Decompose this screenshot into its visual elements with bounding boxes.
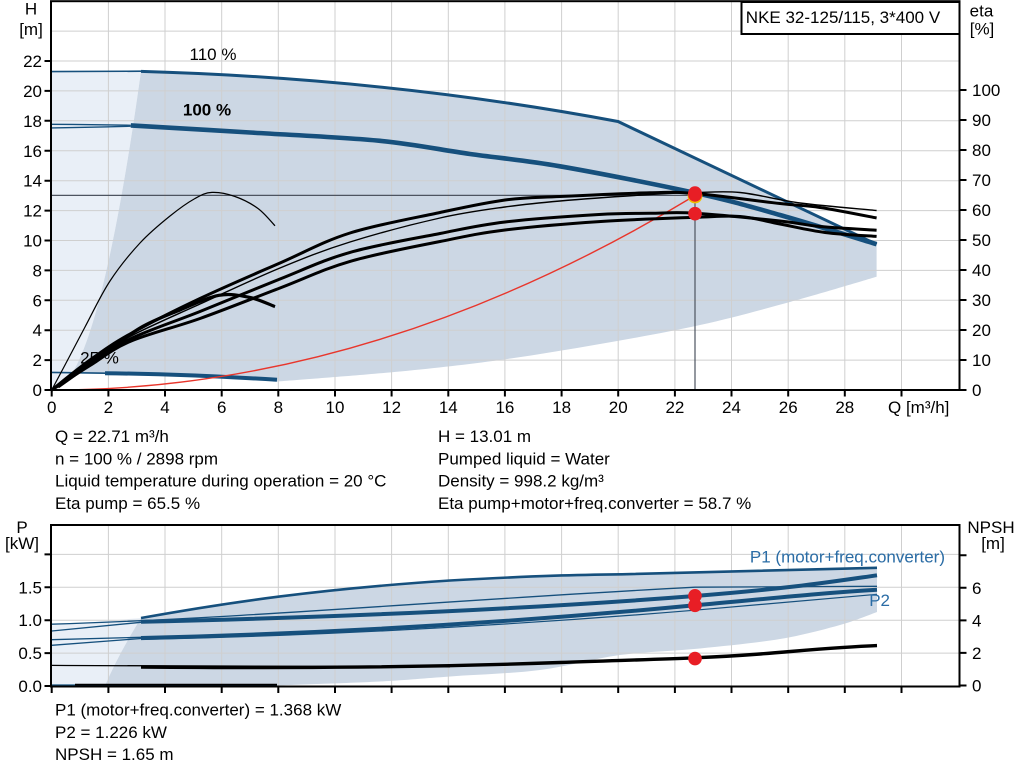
svg-text:4: 4 xyxy=(33,321,42,340)
svg-text:Density = 998.2 kg/m³: Density = 998.2 kg/m³ xyxy=(438,472,604,491)
svg-text:NPSH = 1.65 m: NPSH = 1.65 m xyxy=(55,745,174,764)
svg-text:30: 30 xyxy=(972,291,991,310)
svg-text:Q = 22.71 m³/h: Q = 22.71 m³/h xyxy=(55,427,169,446)
svg-text:Eta pump = 65.5 %: Eta pump = 65.5 % xyxy=(55,494,200,513)
svg-text:50: 50 xyxy=(972,231,991,250)
svg-text:0: 0 xyxy=(972,677,981,696)
svg-text:12: 12 xyxy=(23,202,42,221)
svg-text:18: 18 xyxy=(23,112,42,131)
svg-text:0: 0 xyxy=(33,381,42,400)
svg-text:2: 2 xyxy=(972,644,981,663)
svg-text:P2 = 1.226 kW: P2 = 1.226 kW xyxy=(55,723,167,742)
svg-text:n = 100 % / 2898 rpm: n = 100 % / 2898 rpm xyxy=(55,449,218,468)
svg-text:100: 100 xyxy=(972,81,1000,100)
svg-text:16: 16 xyxy=(23,142,42,161)
svg-text:12: 12 xyxy=(382,398,401,417)
svg-text:NKE 32-125/115, 3*400 V: NKE 32-125/115, 3*400 V xyxy=(746,8,941,27)
svg-text:1.5: 1.5 xyxy=(18,578,42,597)
svg-text:H = 13.01 m: H = 13.01 m xyxy=(438,427,531,446)
svg-text:28: 28 xyxy=(835,398,854,417)
svg-text:90: 90 xyxy=(972,111,991,130)
svg-text:20: 20 xyxy=(23,82,42,101)
svg-text:70: 70 xyxy=(972,171,991,190)
svg-text:0: 0 xyxy=(47,398,56,417)
svg-text:Eta pump+motor+freq.converter: Eta pump+motor+freq.converter = 58.7 % xyxy=(438,494,751,513)
svg-text:[m]: [m] xyxy=(981,534,1005,553)
svg-text:[m]: [m] xyxy=(19,20,43,39)
svg-text:2: 2 xyxy=(104,398,113,417)
svg-text:H: H xyxy=(25,0,37,19)
svg-text:6: 6 xyxy=(972,579,981,598)
svg-text:10: 10 xyxy=(972,351,991,370)
svg-text:P1 (motor+freq.converter) = 1.: P1 (motor+freq.converter) = 1.368 kW xyxy=(55,701,341,720)
svg-text:Pumped liquid = Water: Pumped liquid = Water xyxy=(438,449,610,468)
svg-text:P: P xyxy=(16,518,27,537)
svg-text:100 %: 100 % xyxy=(183,101,231,120)
svg-text:[%]: [%] xyxy=(970,20,995,39)
svg-text:0.0: 0.0 xyxy=(18,677,42,696)
svg-text:60: 60 xyxy=(972,201,991,220)
svg-text:0: 0 xyxy=(972,381,981,400)
svg-text:0.5: 0.5 xyxy=(18,644,42,663)
svg-text:14: 14 xyxy=(439,398,458,417)
svg-text:4: 4 xyxy=(972,611,981,630)
svg-text:1.0: 1.0 xyxy=(18,611,42,630)
svg-text:eta: eta xyxy=(970,2,994,21)
svg-text:10: 10 xyxy=(326,398,345,417)
svg-text:8: 8 xyxy=(274,398,283,417)
svg-text:25 %: 25 % xyxy=(80,349,119,368)
svg-text:80: 80 xyxy=(972,141,991,160)
svg-text:4: 4 xyxy=(160,398,169,417)
svg-text:26: 26 xyxy=(779,398,798,417)
svg-text:NPSH: NPSH xyxy=(967,518,1014,537)
svg-text:[kW]: [kW] xyxy=(5,534,39,553)
svg-text:40: 40 xyxy=(972,261,991,280)
svg-text:6: 6 xyxy=(217,398,226,417)
svg-text:18: 18 xyxy=(552,398,571,417)
svg-text:14: 14 xyxy=(23,172,42,191)
svg-text:16: 16 xyxy=(495,398,514,417)
svg-text:Liquid temperature during oper: Liquid temperature during operation = 20… xyxy=(55,472,386,491)
svg-text:8: 8 xyxy=(33,261,42,280)
svg-text:110 %: 110 % xyxy=(190,45,237,64)
svg-text:24: 24 xyxy=(722,398,741,417)
svg-text:22: 22 xyxy=(23,52,42,71)
svg-text:10: 10 xyxy=(23,232,42,251)
svg-text:20: 20 xyxy=(972,321,991,340)
svg-text:6: 6 xyxy=(33,291,42,310)
svg-text:P2: P2 xyxy=(869,591,890,610)
svg-text:20: 20 xyxy=(609,398,628,417)
svg-text:Q [m³/h]: Q [m³/h] xyxy=(888,398,949,417)
svg-text:P1 (motor+freq.converter): P1 (motor+freq.converter) xyxy=(750,548,945,567)
svg-text:2: 2 xyxy=(33,351,42,370)
svg-text:22: 22 xyxy=(665,398,684,417)
